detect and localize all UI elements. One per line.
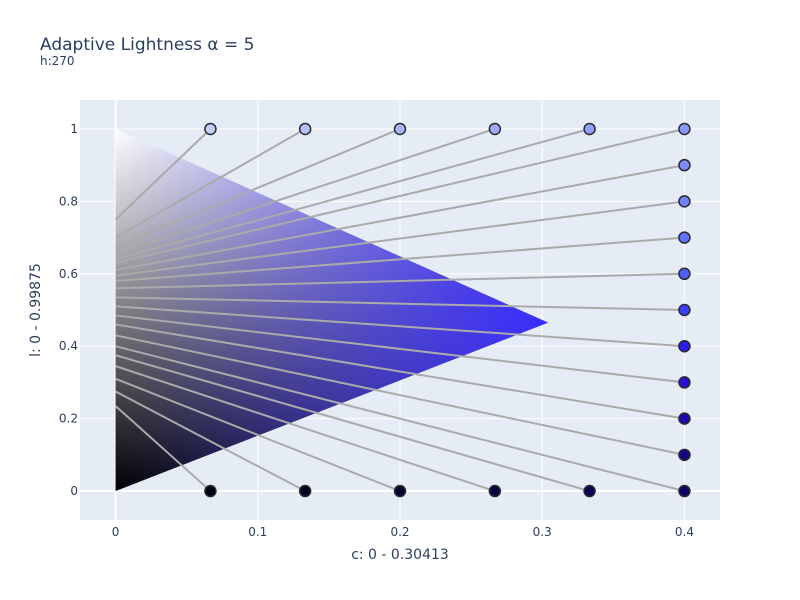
y-tick-label: 0.4	[59, 339, 78, 353]
data-point	[678, 448, 691, 462]
x-axis-ticks: 0 0.1 0.2 0.3 0.4	[112, 525, 694, 539]
connector-line	[115, 345, 685, 493]
data-point	[204, 484, 217, 498]
data-point	[393, 122, 407, 136]
data-point	[583, 122, 596, 136]
connector-line	[115, 377, 401, 492]
connector-lines	[114, 127, 685, 493]
connector-line	[115, 272, 685, 290]
connector-line	[115, 354, 590, 492]
connector-line	[115, 128, 306, 239]
markers	[204, 122, 691, 498]
data-point	[678, 484, 691, 498]
x-tick-label: 0	[112, 525, 120, 539]
data-point	[678, 122, 691, 136]
data-point	[298, 122, 312, 136]
connector-line	[115, 305, 685, 348]
connector-line	[114, 128, 212, 221]
y-tick-label: 0	[70, 484, 78, 498]
gamut-chroma-fill	[115, 128, 549, 492]
y-tick-label: 0.6	[59, 267, 78, 281]
y-axis-ticks: 0 0.2 0.4 0.6 0.8 1	[59, 122, 78, 498]
data-point	[678, 376, 691, 389]
connector-line	[115, 390, 306, 492]
data-point	[678, 158, 691, 172]
y-tick-label: 0.2	[59, 412, 78, 426]
chart-title: Adaptive Lightness α = 5	[40, 35, 255, 55]
y-tick-label: 1	[70, 122, 78, 136]
data-point	[678, 303, 691, 317]
data-point	[204, 122, 217, 136]
x-tick-label: 0.1	[248, 525, 267, 539]
data-point	[678, 195, 691, 208]
y-axis-title: l: 0 - 0.99875	[28, 263, 44, 357]
connector-line	[115, 365, 496, 492]
data-point	[678, 412, 691, 425]
data-point	[393, 484, 407, 498]
connector-line	[115, 314, 685, 384]
data-point	[583, 484, 596, 498]
x-axis-title: c: 0 - 0.30413	[351, 547, 449, 563]
connector-line	[115, 128, 496, 255]
gamut-triangle	[115, 128, 549, 492]
x-tick-label: 0.3	[533, 525, 552, 539]
connector-line	[115, 323, 685, 420]
y-tick-label: 0.8	[59, 194, 78, 208]
data-point	[488, 122, 502, 136]
connector-line	[114, 405, 212, 492]
connector-line	[115, 334, 685, 456]
chart-subtitle: h:270	[40, 54, 75, 68]
data-point	[678, 339, 691, 353]
data-point	[678, 267, 691, 281]
connector-line	[115, 128, 590, 261]
connector-line	[115, 128, 401, 248]
data-point	[298, 484, 312, 498]
x-tick-label: 0.4	[675, 525, 694, 539]
connector-line	[115, 200, 685, 277]
data-point	[678, 231, 691, 244]
connector-line	[115, 236, 685, 283]
x-tick-label: 0.2	[390, 525, 409, 539]
connector-line	[115, 127, 685, 264]
connector-line	[115, 164, 685, 272]
connector-line	[115, 296, 685, 311]
data-point	[488, 484, 502, 498]
